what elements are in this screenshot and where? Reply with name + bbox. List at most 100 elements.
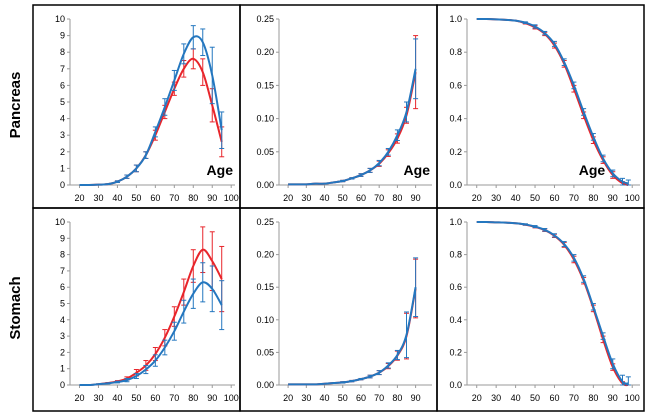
chart-pancreas-hazard: 0.00 0.05 0.10 0.15 0.20 0.25 20 30 40 50 60 70 80 90… — [256, 14, 432, 203]
y-tick-label: 0.25 — [256, 217, 274, 227]
x-tick-label: 30 — [301, 393, 311, 403]
x-tick-label: 50 — [530, 193, 540, 203]
y-tick-label: 9 — [60, 233, 65, 243]
y-tick-label: 6 — [60, 80, 65, 90]
x-tick-label: 50 — [338, 193, 348, 203]
y-tick-label: 8 — [60, 250, 65, 260]
age-label: Age — [207, 162, 234, 178]
x-tick-label: 100 — [224, 193, 239, 203]
x-tick-label: 30 — [93, 393, 103, 403]
row-labels: Pancreas Stomach — [7, 72, 24, 340]
y-tick-label: 0.05 — [256, 347, 274, 357]
y-tick-label: 10 — [55, 14, 65, 24]
y-tick-label: 5 — [60, 299, 65, 309]
x-tick-label: 80 — [188, 193, 198, 203]
y-tick-label: 0.2 — [449, 147, 462, 157]
y-tick-label: 0.8 — [449, 47, 462, 57]
x-tick-label: 80 — [392, 393, 402, 403]
x-tick-label: 90 — [608, 393, 618, 403]
y-tick-label: 3 — [60, 331, 65, 341]
panel-frame-1-2 — [436, 207, 645, 412]
x-tick-label: 50 — [338, 393, 348, 403]
x-tick-label: 50 — [131, 193, 141, 203]
y-tick-label: 0.20 — [256, 250, 274, 260]
x-tick-label: 20 — [472, 193, 482, 203]
y-tick-label: 7 — [60, 266, 65, 276]
x-tick-label: 60 — [150, 193, 160, 203]
x-tick-label: 80 — [588, 193, 598, 203]
x-tick-label: 90 — [411, 393, 421, 403]
y-tick-label: 4 — [60, 114, 65, 124]
x-tick-label: 20 — [283, 193, 293, 203]
y-tick-label: 2 — [60, 147, 65, 157]
x-tick-label: 60 — [356, 193, 366, 203]
y-tick-label: 0.8 — [449, 250, 462, 260]
x-tick-label: 60 — [356, 393, 366, 403]
y-tick-label: 0.0 — [449, 180, 462, 190]
y-tick-label: 0.6 — [449, 282, 462, 292]
y-tick-label: 0.15 — [256, 282, 274, 292]
y-tick-label: 10 — [55, 217, 65, 227]
y-tick-label: 1 — [60, 364, 65, 374]
age-label: Age — [579, 162, 606, 178]
x-tick-label: 100 — [224, 393, 239, 403]
chart-stomach-incidence: 0 1 2 3 4 5 6 7 8 9 10 20 30 40 50 60 70 80 90 100 — [55, 217, 239, 403]
chart-stomach-hazard: 0.00 0.05 0.10 0.15 0.20 0.25 20 30 40 50 60 70 80 90 — [256, 217, 432, 403]
y-tick-label: 1.0 — [449, 14, 462, 24]
y-tick-label: 0.0 — [449, 380, 462, 390]
y-tick-label: 0.4 — [449, 315, 462, 325]
y-tick-label: 0.20 — [256, 47, 274, 57]
row-label-stomach: Stomach — [7, 276, 24, 339]
y-tick-label: 9 — [60, 31, 65, 41]
y-tick-label: 0.2 — [449, 347, 462, 357]
x-tick-label: 70 — [569, 193, 579, 203]
x-tick-label: 40 — [511, 393, 521, 403]
x-tick-label: 80 — [188, 393, 198, 403]
y-tick-label: 0.10 — [256, 315, 274, 325]
x-tick-label: 30 — [491, 193, 501, 203]
x-tick-label: 80 — [588, 393, 598, 403]
chart-stomach-survival: 0.0 0.2 0.4 0.6 0.8 1.0 20 30 40 50 60 70 80 90 100 — [449, 217, 640, 403]
chart-pancreas-incidence: 0 1 2 3 4 5 6 7 8 9 10 20 30 40 50 60 70 80 90 100 Age — [55, 14, 239, 203]
x-tick-label: 80 — [392, 193, 402, 203]
x-tick-label: 90 — [207, 193, 217, 203]
y-tick-label: 0.05 — [256, 147, 274, 157]
x-tick-label: 60 — [549, 393, 559, 403]
panel-frames — [32, 4, 645, 412]
x-tick-label: 70 — [169, 393, 179, 403]
x-tick-label: 20 — [283, 393, 293, 403]
y-tick-label: 3 — [60, 130, 65, 140]
x-tick-label: 30 — [301, 193, 311, 203]
y-tick-label: 0 — [60, 380, 65, 390]
x-tick-label: 100 — [625, 393, 640, 403]
y-tick-label: 8 — [60, 47, 65, 57]
x-tick-label: 60 — [549, 193, 559, 203]
y-tick-label: 0.00 — [256, 380, 274, 390]
x-tick-label: 50 — [131, 393, 141, 403]
row-label-pancreas: Pancreas — [7, 72, 24, 139]
series-line-blue — [79, 35, 223, 187]
y-tick-label: 0.00 — [256, 180, 274, 190]
x-tick-label: 90 — [207, 393, 217, 403]
y-tick-label: 0.6 — [449, 80, 462, 90]
x-tick-label: 90 — [411, 193, 421, 203]
x-tick-label: 40 — [320, 193, 330, 203]
y-tick-label: 0 — [60, 180, 65, 190]
x-tick-label: 60 — [150, 393, 160, 403]
x-tick-label: 70 — [169, 193, 179, 203]
y-tick-label: 4 — [60, 315, 65, 325]
age-label: Age — [404, 162, 431, 178]
y-tick-label: 1 — [60, 163, 65, 173]
x-tick-label: 30 — [491, 393, 501, 403]
y-tick-label: 5 — [60, 97, 65, 107]
series-line-blue — [79, 281, 223, 387]
x-tick-label: 40 — [112, 193, 122, 203]
y-tick-label: 0.15 — [256, 80, 274, 90]
x-tick-label: 20 — [74, 193, 84, 203]
x-tick-label: 40 — [112, 393, 122, 403]
x-tick-label: 70 — [374, 393, 384, 403]
y-tick-label: 0.4 — [449, 114, 462, 124]
